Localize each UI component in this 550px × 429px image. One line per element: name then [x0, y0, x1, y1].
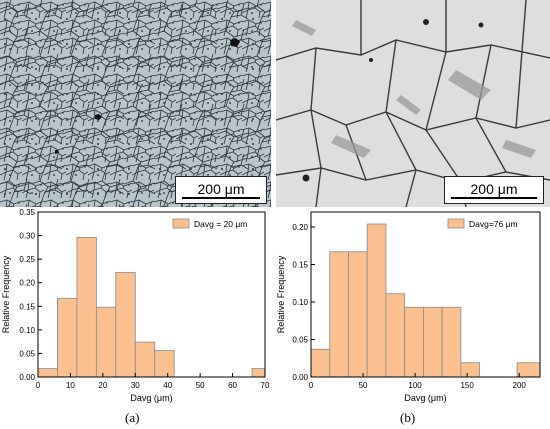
legend-swatch: [447, 218, 465, 229]
histogram-a-svg: 0.00 0.05 0.10 0.15 0.20 0.25 0.30 0.35 0 10 20 30 4…: [1, 208, 270, 403]
y-tick-label: 0.00: [19, 373, 35, 382]
histogram-bar: [95, 306, 117, 378]
x-tick-label: 70: [261, 381, 270, 390]
scale-bar-b-label: 200 μm: [470, 181, 518, 197]
legend-label: Davg = 20 μm: [194, 219, 247, 229]
x-axis-label: Davg (μm): [130, 393, 172, 403]
scale-bar-b-line: [451, 197, 537, 199]
histogram-bar: [404, 306, 424, 378]
y-axis-label: Relative Frequency: [1, 255, 11, 333]
y-tick-label: 0.15: [292, 261, 308, 270]
histogram-bar: [516, 362, 541, 378]
histogram-b: 0.00 0.05 0.10 0.15 0.20 0 50 100 150 200 Davg (μm…: [275, 207, 550, 407]
histogram-bar: [154, 350, 175, 378]
y-tick-label: 0.10: [292, 298, 308, 307]
histogram-bar: [460, 362, 481, 378]
legend-label: Davg=76 μm: [469, 219, 518, 229]
panel-label-b: (b): [400, 410, 416, 425]
y-tick-label: 0.05: [19, 349, 35, 358]
scale-bar-a-line: [182, 197, 260, 199]
histogram-bar: [423, 306, 443, 378]
x-tick-label: 30: [131, 381, 140, 390]
x-tick-label: 50: [359, 381, 368, 390]
micrograph-a-image: [0, 0, 271, 207]
histogram-bar: [251, 368, 266, 378]
x-tick-label: 20: [98, 381, 107, 390]
scale-bar-a: 200 μm: [175, 176, 267, 204]
x-tick-label: 40: [163, 381, 172, 390]
histogram-bar: [329, 251, 349, 378]
x-tick-label: 200: [513, 381, 527, 390]
plot-frame: [310, 211, 541, 378]
y-axis-label: Relative Frequency: [276, 255, 286, 333]
histogram-bar: [366, 223, 387, 378]
histogram-a: 0.00 0.05 0.10 0.15 0.20 0.25 0.30 0.35 0 10 20 30 4…: [0, 207, 275, 407]
y-tick-label: 0.20: [19, 279, 35, 288]
panel-label-a: (a): [125, 410, 140, 425]
x-tick-label: 0: [36, 381, 41, 390]
legend-swatch: [172, 218, 190, 229]
micrograph-a: [0, 0, 271, 207]
y-tick-label: 0.05: [292, 336, 308, 345]
y-tick-label: 0.00: [292, 373, 308, 382]
y-tick-label: 0.20: [292, 223, 308, 232]
x-tick-label: 60: [228, 381, 237, 390]
histogram-bar: [76, 237, 97, 378]
histogram-bar: [385, 293, 406, 378]
histogram-bar: [348, 251, 368, 378]
histogram-bar: [115, 271, 136, 378]
x-tick-label: 0: [309, 381, 314, 390]
histogram-bar: [37, 368, 58, 378]
micrograph-b-image: [276, 0, 550, 207]
x-tick-label: 150: [460, 381, 474, 390]
micrograph-b: [276, 0, 550, 207]
y-tick-label: 0.15: [19, 302, 35, 311]
scale-bar-a-label: 200 μm: [197, 181, 245, 197]
histogram-bar: [134, 341, 156, 378]
x-tick-label: 50: [196, 381, 205, 390]
y-tick-label: 0.35: [19, 208, 35, 217]
x-tick-label: 100: [408, 381, 422, 390]
histogram-bar: [310, 348, 331, 378]
scale-bar-b: 200 μm: [444, 176, 544, 204]
histogram-b-svg: 0.00 0.05 0.10 0.15 0.20 0 50 100 150 200 Davg (μm…: [276, 211, 541, 403]
y-tick-label: 0.10: [19, 326, 35, 335]
plot-frame: [37, 211, 266, 378]
x-axis-label: Davg (μm): [404, 393, 446, 403]
histogram-bar: [441, 306, 462, 378]
y-tick-label: 0.30: [19, 232, 35, 241]
x-tick-label: 10: [66, 381, 75, 390]
y-tick-label: 0.25: [19, 255, 35, 264]
histogram-bar: [57, 297, 78, 378]
